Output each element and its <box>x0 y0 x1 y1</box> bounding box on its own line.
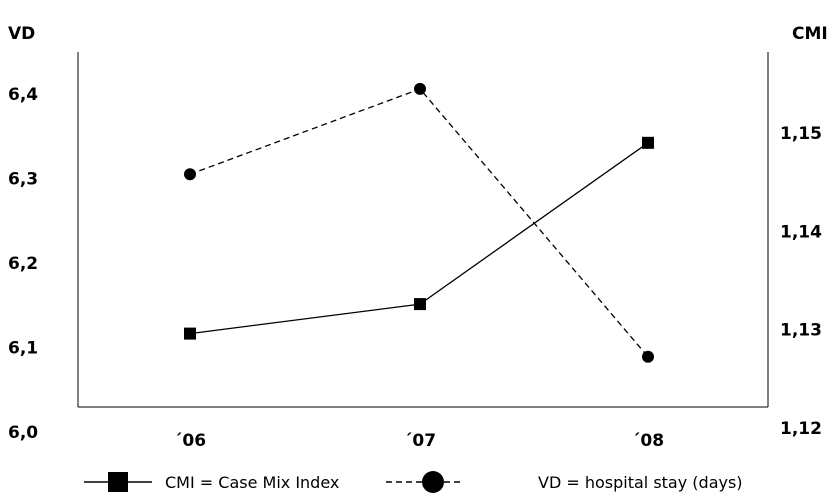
right-axis-title: CMI <box>792 24 828 44</box>
vd-point <box>184 168 196 181</box>
legend-vd-marker <box>422 471 444 493</box>
left-tick-label: 6,4 <box>8 85 38 105</box>
left-axis-title: VD <box>8 24 35 44</box>
cmi-point <box>642 136 654 149</box>
left-tick-label: 6,3 <box>8 170 38 190</box>
x-tick-label: ´06 <box>174 431 206 451</box>
vd-point <box>642 350 654 363</box>
right-tick-label: 1,15 <box>780 124 822 144</box>
right-tick-label: 1,14 <box>780 222 822 242</box>
legend-cmi-marker <box>108 472 128 492</box>
right-axis-ticks: 1,12 1,13 1,14 1,15 <box>780 124 822 439</box>
x-tick-label: ´08 <box>632 431 664 451</box>
left-tick-label: 6,1 <box>8 339 38 359</box>
right-tick-label: 1,13 <box>780 321 822 341</box>
series-layer <box>184 82 654 363</box>
right-tick-label: 1,12 <box>780 419 822 439</box>
left-axis-ticks: 6,0 6,1 6,2 6,3 6,4 <box>8 85 38 443</box>
legend-vd-label: VD = hospital stay (days) <box>538 473 743 492</box>
vd-point <box>414 82 426 95</box>
x-axis-ticks: ´06 ´07 ´08 <box>174 431 664 451</box>
legend: CMI = Case Mix Index VD = hospital stay … <box>84 471 743 493</box>
legend-cmi-label: CMI = Case Mix Index <box>165 473 339 492</box>
vd-series-line <box>189 88 649 358</box>
left-tick-label: 6,0 <box>8 423 38 443</box>
x-tick-label: ´07 <box>404 431 436 451</box>
cmi-point <box>414 298 426 311</box>
left-tick-label: 6,2 <box>8 254 38 274</box>
cmi-point <box>184 327 196 340</box>
